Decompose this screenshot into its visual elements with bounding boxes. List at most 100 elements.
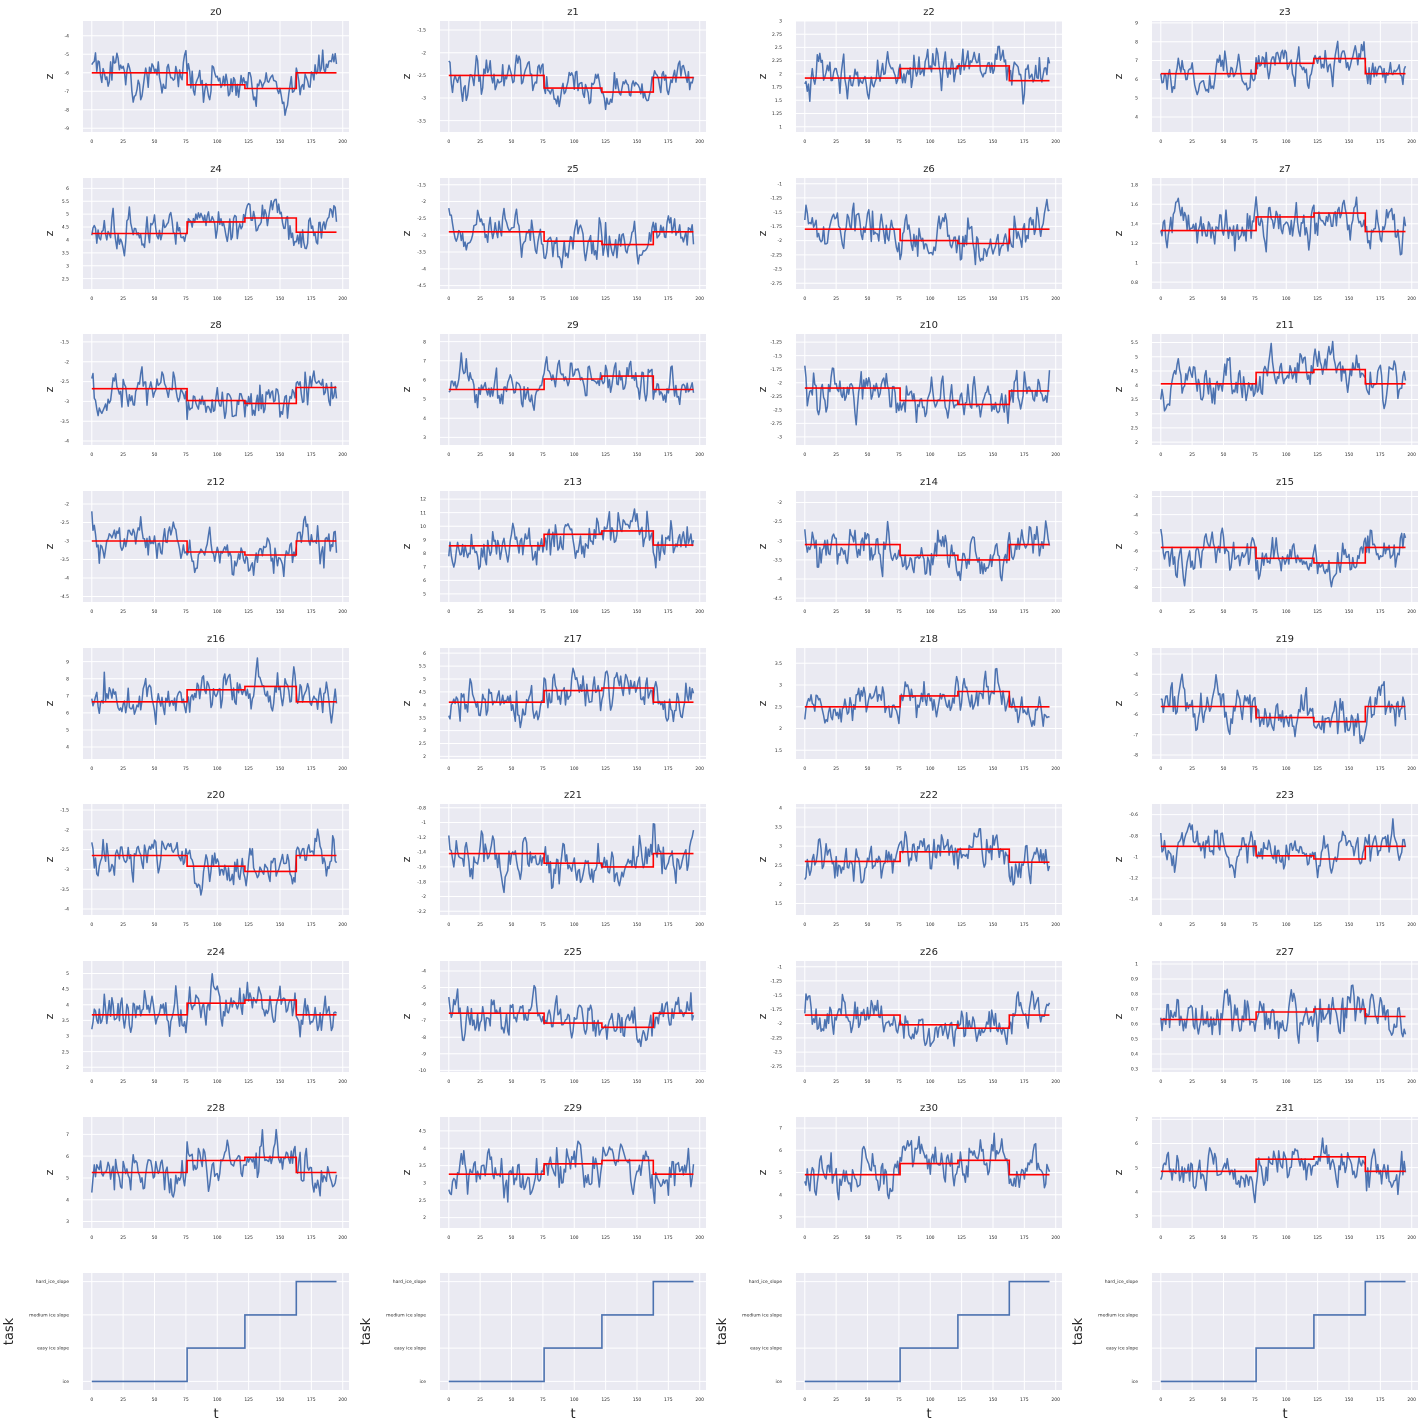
z24-xtick-label: 175 — [307, 1079, 316, 1085]
z15-ytick-label: -3 — [1134, 494, 1139, 500]
z0-title: z0 — [210, 7, 222, 18]
z22-panel: 0 25 50 75 100 125 150 175 200 4 3.5 3 2.5 2 1.5 z22 z — [756, 790, 1062, 928]
z8-xtick-label: 0 — [90, 452, 93, 458]
z28-ytick-label: 4 — [66, 1197, 69, 1203]
z4-ytick-label: 4 — [66, 238, 69, 244]
z30-xtick-label: 125 — [957, 1235, 966, 1241]
task3-xtick-label: 200 — [1407, 1397, 1416, 1403]
z28-ytick-label: 5 — [66, 1176, 69, 1182]
z22-xtick-label: 50 — [865, 922, 871, 928]
z21-xtick-label: 50 — [509, 922, 515, 928]
z17-ytick-label: 6 — [423, 651, 426, 657]
z0-ytick-label: -7 — [65, 89, 70, 95]
z28-ytick-label: 6 — [66, 1154, 69, 1160]
z30-xtick-label: 175 — [1020, 1235, 1029, 1241]
z6-ytick-label: -2.25 — [770, 252, 782, 258]
z2-ytick-label: 1.75 — [772, 85, 782, 91]
z25-xtick-label: 200 — [695, 1079, 704, 1085]
task3-ytick-label: hard_ice_slope — [1105, 1279, 1138, 1285]
z22-xtick-label: 25 — [833, 922, 839, 928]
z13-ylabel: z — [400, 543, 413, 549]
z17-ylabel: z — [400, 700, 413, 706]
z10-xtick-label: 100 — [926, 452, 935, 458]
z30-xtick-label: 25 — [833, 1235, 839, 1241]
z28-xtick-label: 25 — [120, 1235, 126, 1241]
z3-xtick-label: 175 — [1376, 139, 1385, 145]
z2-panel: 0 25 50 75 100 125 150 175 200 3 2.75 2.5 2.25 2 1.75 1… — [756, 7, 1062, 145]
z10-xtick-label: 150 — [989, 452, 998, 458]
z28-xtick-label: 200 — [338, 1235, 347, 1241]
z26-xtick-label: 0 — [803, 1079, 806, 1085]
z16-ytick-label: 6 — [66, 710, 69, 716]
z23-ytick-label: -0.6 — [1129, 812, 1138, 818]
z3-ylabel: z — [1112, 73, 1125, 79]
z30-ytick-label: 3 — [779, 1215, 782, 1221]
z28-xtick-label: 0 — [90, 1235, 93, 1241]
z14-ytick-label: -2.5 — [773, 519, 782, 525]
z2-xtick-label: 0 — [803, 139, 806, 145]
z7-ytick-label: 1.6 — [1131, 202, 1138, 208]
z20-ytick-label: -1.5 — [60, 808, 69, 814]
z6-ylabel: z — [756, 230, 769, 236]
z23-xtick-label: 75 — [1252, 922, 1258, 928]
z3-xtick-label: 125 — [1313, 139, 1322, 145]
z12-xtick-label: 25 — [120, 609, 126, 615]
z1-xtick-label: 125 — [601, 139, 610, 145]
z21-ytick-label: -1.2 — [417, 835, 426, 841]
z24-ylabel: z — [43, 1013, 56, 1019]
z22-title: z22 — [920, 790, 938, 801]
z29-xtick-label: 25 — [477, 1235, 483, 1241]
z22-ytick-label: 1.5 — [775, 901, 782, 907]
z7-xtick-label: 0 — [1159, 296, 1162, 302]
z17-ytick-label: 4 — [423, 702, 426, 708]
z29-panel: 0 25 50 75 100 125 150 175 200 4.5 4 3.5 3 2.5 2 z29 z — [400, 1103, 706, 1241]
z16-step-line — [91, 685, 337, 703]
task2-background — [796, 1273, 1062, 1390]
z13-xtick-label: 25 — [477, 609, 483, 615]
z7-xtick-label: 125 — [1313, 296, 1322, 302]
z12-xtick-label: 75 — [183, 609, 189, 615]
z15-xtick-label: 100 — [1282, 609, 1291, 615]
z30-xtick-label: 150 — [989, 1235, 998, 1241]
z0-xtick-label: 50 — [152, 139, 158, 145]
task3-xtick-label: 175 — [1376, 1397, 1385, 1403]
z25-xtick-label: 175 — [664, 1079, 673, 1085]
z20-xtick-label: 175 — [307, 922, 316, 928]
z11-ytick-label: 3 — [1135, 411, 1138, 417]
z20-xtick-label: 100 — [213, 922, 222, 928]
z25-ytick-label: -10 — [419, 1068, 426, 1074]
z13-xtick-label: 125 — [601, 609, 610, 615]
z10-ytick-label: -2.25 — [770, 394, 782, 400]
z1-step-line — [448, 74, 694, 93]
z11-ytick-label: 4.5 — [1131, 369, 1138, 375]
z7-title: z7 — [1279, 164, 1291, 175]
z8-ytick-label: -3 — [65, 399, 70, 405]
z5-xtick-label: 150 — [633, 296, 642, 302]
z11-xtick-label: 100 — [1282, 452, 1291, 458]
task2-xtick-label: 75 — [896, 1397, 902, 1403]
task2-ylabel: task — [715, 1317, 730, 1345]
z30-xtick-label: 200 — [1051, 1235, 1060, 1241]
z24-background — [83, 961, 349, 1072]
z7-xtick-label: 25 — [1189, 296, 1195, 302]
z13-title: z13 — [564, 477, 582, 488]
task2-xtick-label: 50 — [865, 1397, 871, 1403]
z16-xtick-label: 0 — [90, 766, 93, 772]
z17-panel: 0 25 50 75 100 125 150 175 200 6 5.5 5 4.5 4 3.5 3 2.5 2 z… — [400, 634, 706, 772]
z14-step-line — [804, 543, 1050, 561]
z25-panel: 0 25 50 75 100 125 150 175 200 -4 -5 -6 -7 -8 -9 -10 z25… — [400, 947, 706, 1085]
z17-xtick-label: 75 — [540, 766, 546, 772]
z5-ytick-label: -2 — [422, 199, 427, 205]
z14-xtick-label: 50 — [865, 609, 871, 615]
z3-ytick-label: 6 — [1135, 77, 1138, 83]
z27-ytick-label: 1 — [1135, 962, 1138, 968]
z4-ylabel: z — [43, 230, 56, 236]
z1-xtick-label: 75 — [540, 139, 546, 145]
z11-ytick-label: 5 — [1135, 354, 1138, 360]
z8-panel: 0 25 50 75 100 125 150 175 200 -1.5 -2 -2.5 -3 -3.5 -4… — [43, 320, 349, 458]
z18-xtick-label: 0 — [803, 766, 806, 772]
z29-xtick-label: 100 — [570, 1235, 579, 1241]
z25-step-line — [448, 1012, 694, 1029]
z28-ylabel: z — [43, 1169, 56, 1175]
z20-xtick-label: 125 — [244, 922, 253, 928]
